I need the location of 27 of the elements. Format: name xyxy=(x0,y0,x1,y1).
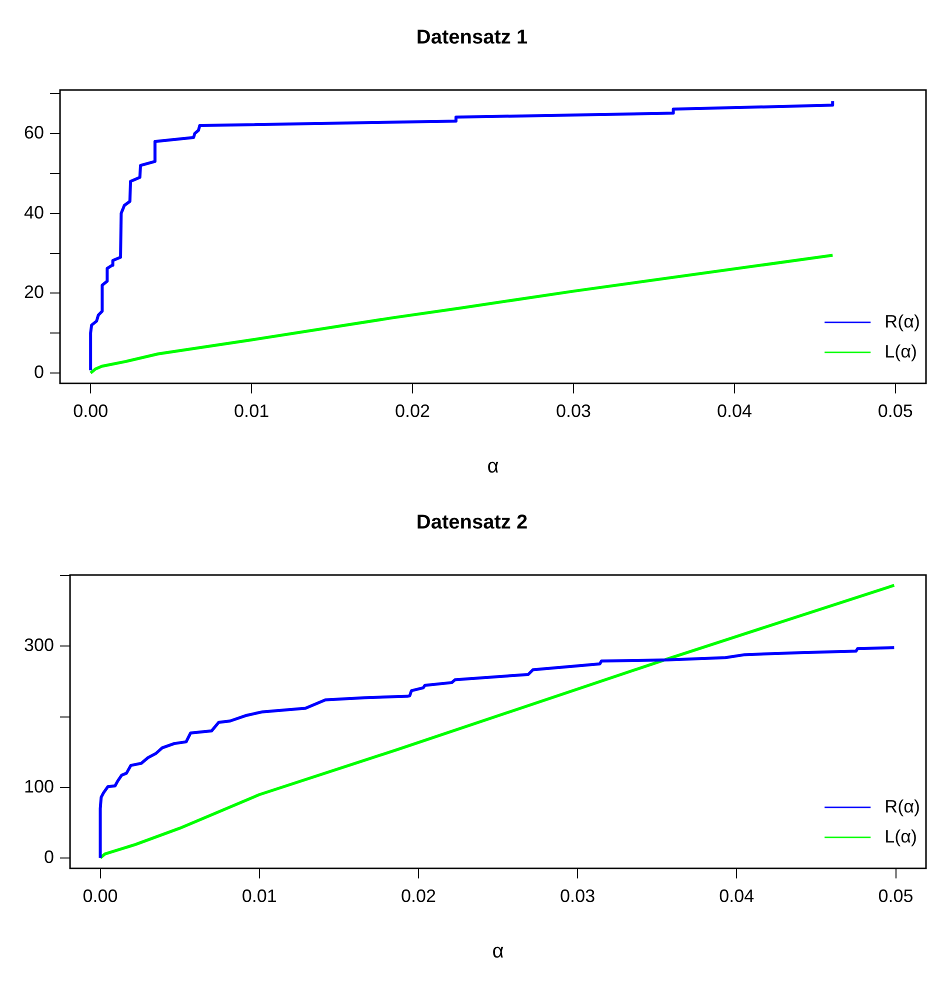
x-tick-label: 0.01 xyxy=(234,401,270,422)
y-tick-label: 0 xyxy=(34,362,44,382)
y-tick-label: 40 xyxy=(24,202,44,222)
x-tick-label: 0.04 xyxy=(719,886,754,906)
x-axis-title: α xyxy=(487,456,499,478)
x-tick-label: 0.00 xyxy=(82,886,118,906)
x-tick-label: 0.04 xyxy=(716,401,752,422)
x-tick-label: 0.02 xyxy=(400,886,436,906)
x-tick-label: 0.05 xyxy=(878,401,913,422)
chart-title: Datensatz 2 xyxy=(416,512,528,534)
y-tick-label: 60 xyxy=(24,122,44,142)
y-tick-label: 300 xyxy=(24,635,54,656)
x-tick-label: 0.00 xyxy=(73,401,108,422)
y-tick-label: 100 xyxy=(24,776,54,796)
legend-label: L(α) xyxy=(884,341,918,362)
x-tick-label: 0.03 xyxy=(556,401,592,422)
x-axis-title: α xyxy=(492,940,504,963)
x-tick-label: 0.05 xyxy=(878,886,914,906)
legend-label: L(α) xyxy=(884,826,918,846)
chart-title: Datensatz 1 xyxy=(416,26,528,49)
legend-label: R(α) xyxy=(884,796,920,816)
x-tick-label: 0.01 xyxy=(242,886,277,906)
legend-label: R(α) xyxy=(884,311,920,332)
x-tick-label: 0.03 xyxy=(560,886,596,906)
x-tick-label: 0.02 xyxy=(395,401,430,422)
y-tick-label: 0 xyxy=(44,846,54,867)
y-tick-label: 20 xyxy=(24,282,44,302)
